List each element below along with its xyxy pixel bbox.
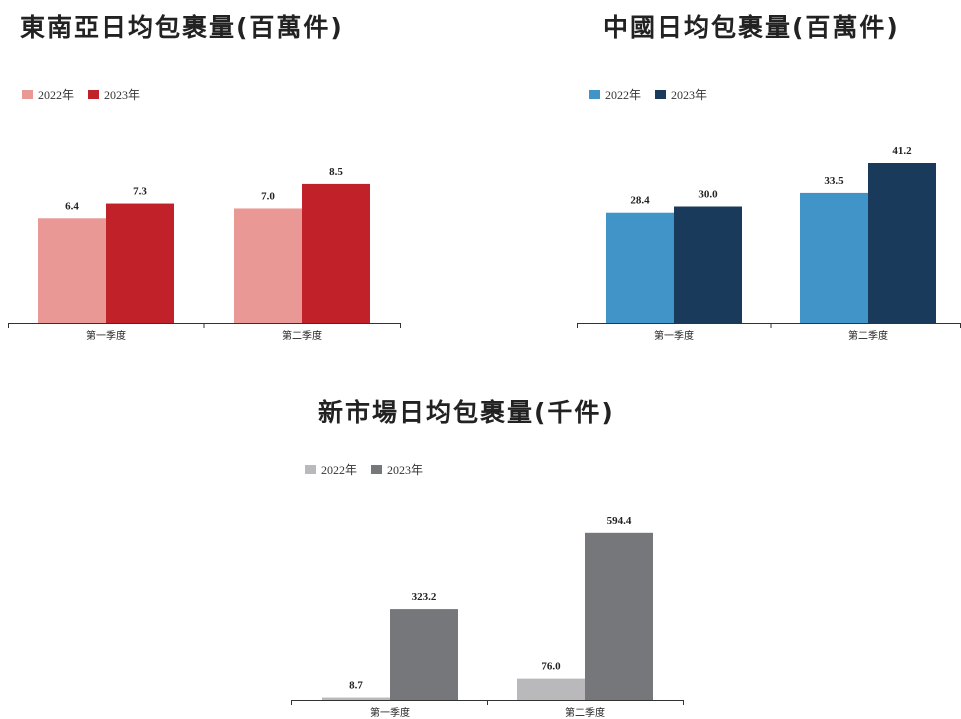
bar-2022年-第二季度: [234, 208, 302, 323]
data-label: 8.7: [349, 680, 363, 692]
x-tick-label: 第一季度: [86, 329, 126, 342]
chart-legend: 2022年 2023年: [22, 86, 140, 103]
data-label: 7.0: [261, 190, 275, 202]
legend-swatch: [305, 465, 316, 474]
bar-chart-new-markets: 8.7 76.0 323.2 594.4 第一季度 第二季度: [291, 515, 684, 719]
legend-swatch: [88, 90, 100, 99]
legend-item-2023: 2023年: [371, 461, 423, 478]
legend-label: 2023年: [671, 88, 708, 102]
data-label: 76.0: [541, 661, 561, 673]
chart-panel-china: 中國日均包裹量(百萬件) 2022年 2023年 28.4 33.5 30.0 41.…: [570, 0, 961, 350]
bar-2022年-第二季度: [800, 192, 868, 323]
legend-item-2022: 2022年: [305, 461, 357, 478]
bar-2022年-第一季度: [606, 212, 674, 323]
legend-label: 2023年: [387, 463, 424, 477]
legend-item-2022: 2022年: [589, 86, 641, 103]
x-tick-label: 第一季度: [370, 706, 410, 719]
bar-2023年-第二季度: [302, 183, 370, 323]
legend-swatch: [655, 90, 667, 99]
legend-label: 2022年: [38, 88, 75, 102]
legend-item-2022: 2022年: [22, 86, 74, 103]
bar-2023年-第一季度: [106, 203, 174, 323]
x-tick-label: 第二季度: [282, 329, 322, 342]
bar-chart-sea: 6.4 7.0 7.3 8.5 第一季度 第二季度: [8, 166, 401, 342]
data-label: 8.5: [329, 166, 343, 178]
data-label: 30.0: [698, 188, 718, 200]
legend-swatch: [589, 90, 600, 99]
data-label: 6.4: [65, 200, 79, 212]
legend-swatch: [371, 465, 383, 474]
bar-2022年-第二季度: [517, 678, 585, 700]
legend-label: 2022年: [321, 463, 358, 477]
x-tick-label: 第二季度: [848, 329, 888, 342]
data-label: 323.2: [412, 591, 437, 603]
legend-item-2023: 2023年: [655, 86, 707, 103]
bar-2023年-第一季度: [674, 206, 742, 323]
data-label: 41.2: [892, 145, 912, 157]
legend-item-2023: 2023年: [88, 86, 140, 103]
bar-2023年-第二季度: [585, 532, 653, 700]
chart-title: 中國日均包裹量(百萬件): [603, 13, 900, 42]
bar-2022年-第一季度: [322, 697, 390, 700]
x-tick-label: 第二季度: [565, 706, 605, 719]
chart-legend: 2022年 2023年: [589, 86, 707, 103]
chart-title: 新市場日均包裹量(千件): [318, 398, 615, 427]
legend-label: 2022年: [605, 88, 642, 102]
legend-label: 2023年: [104, 88, 141, 102]
bar-2022年-第一季度: [38, 218, 106, 323]
chart-panel-sea: 東南亞日均包裹量(百萬件) 2022年 2023年 6.4 7.0 7.3 8.5 第一…: [0, 0, 410, 350]
data-label: 7.3: [133, 186, 147, 198]
chart-legend: 2022年 2023年: [305, 461, 423, 478]
x-tick-label: 第一季度: [654, 329, 694, 342]
data-label: 28.4: [630, 195, 650, 207]
data-label: 594.4: [607, 515, 632, 527]
chart-title: 東南亞日均包裹量(百萬件): [20, 13, 344, 42]
bar-chart-china: 28.4 33.5 30.0 41.2 第一季度 第二季度: [577, 145, 961, 342]
bar-2023年-第一季度: [390, 609, 458, 700]
bar-2023年-第二季度: [868, 163, 936, 323]
chart-panel-new-markets: 新市場日均包裹量(千件) 2022年 2023年 8.7 76.0 323.2 594…: [280, 375, 700, 719]
legend-swatch: [22, 90, 33, 99]
data-label: 33.5: [824, 175, 844, 187]
